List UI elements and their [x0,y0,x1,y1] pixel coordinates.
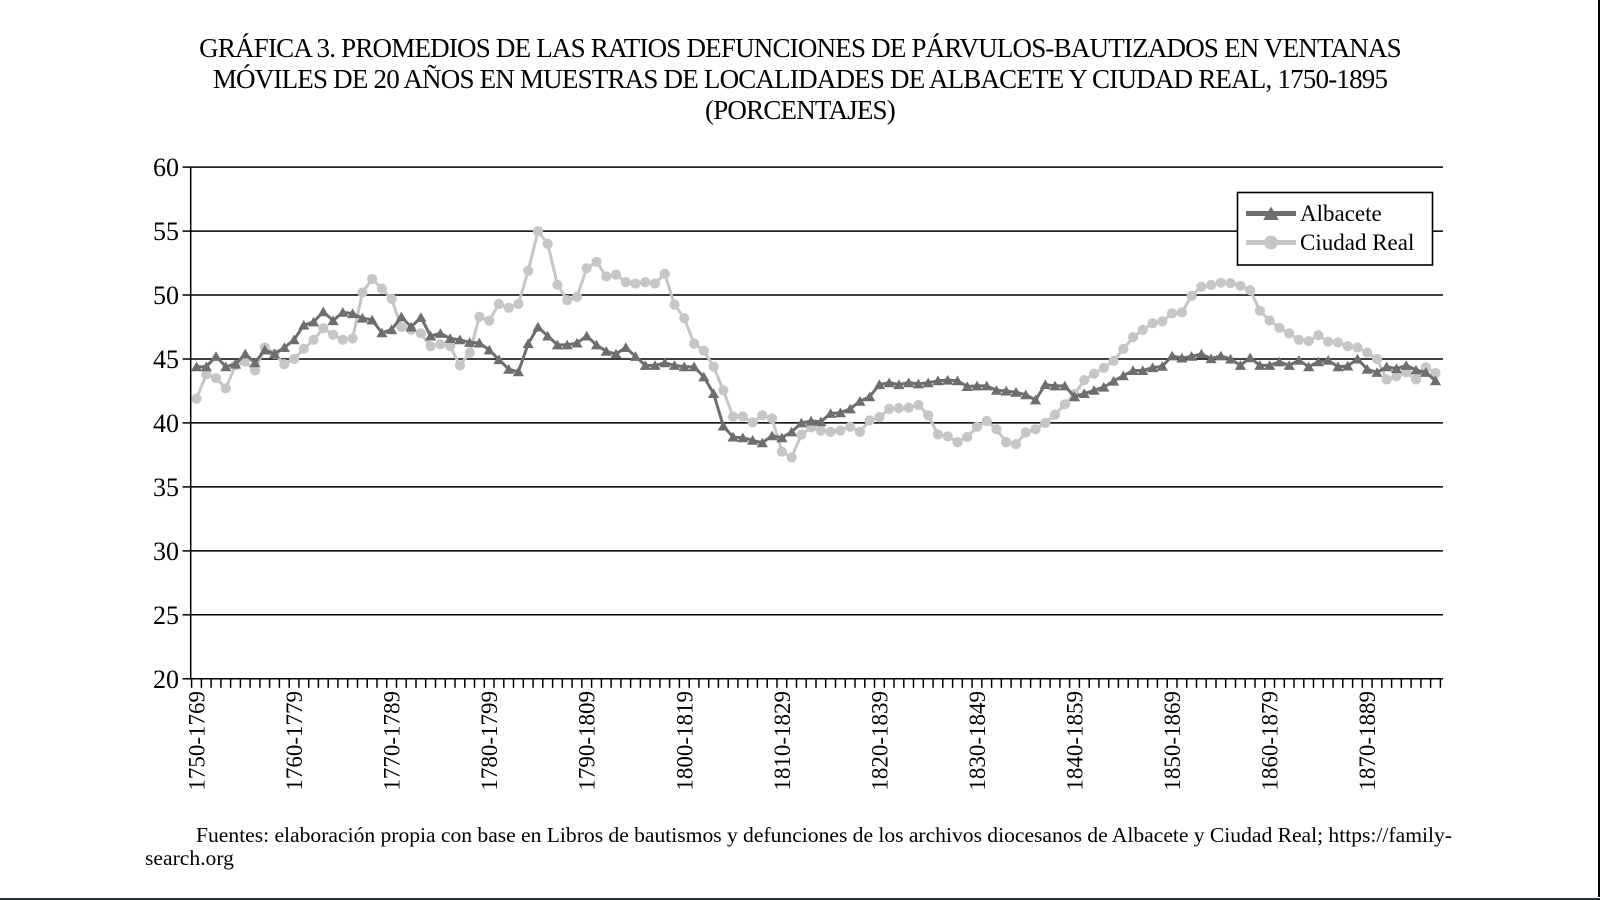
svg-text:1800-1819: 1800-1819 [672,691,697,791]
svg-text:1770-1789: 1770-1789 [380,691,405,791]
svg-text:35: 35 [153,473,179,502]
svg-text:1850-1869: 1850-1869 [1160,691,1185,791]
svg-text:1840-1859: 1840-1859 [1063,691,1088,791]
svg-text:1810-1829: 1810-1829 [770,691,795,791]
svg-text:Albacete: Albacete [1300,201,1382,226]
svg-text:1820-1839: 1820-1839 [867,691,892,791]
svg-text:55: 55 [153,217,179,246]
svg-text:1790-1809: 1790-1809 [575,691,600,791]
svg-text:1760-1779: 1760-1779 [282,691,307,791]
svg-text:1780-1799: 1780-1799 [477,691,502,791]
svg-text:50: 50 [153,281,179,310]
svg-text:25: 25 [153,601,179,630]
svg-text:30: 30 [153,537,179,566]
svg-text:1860-1879: 1860-1879 [1258,691,1283,791]
svg-text:40: 40 [153,409,179,438]
svg-text:1830-1849: 1830-1849 [965,691,990,791]
svg-text:1870-1889: 1870-1889 [1355,691,1380,791]
svg-text:20: 20 [153,665,179,694]
svg-text:45: 45 [153,345,179,374]
svg-text:Ciudad Real: Ciudad Real [1300,230,1414,255]
svg-text:60: 60 [153,153,179,182]
svg-text:1750-1769: 1750-1769 [185,691,210,791]
